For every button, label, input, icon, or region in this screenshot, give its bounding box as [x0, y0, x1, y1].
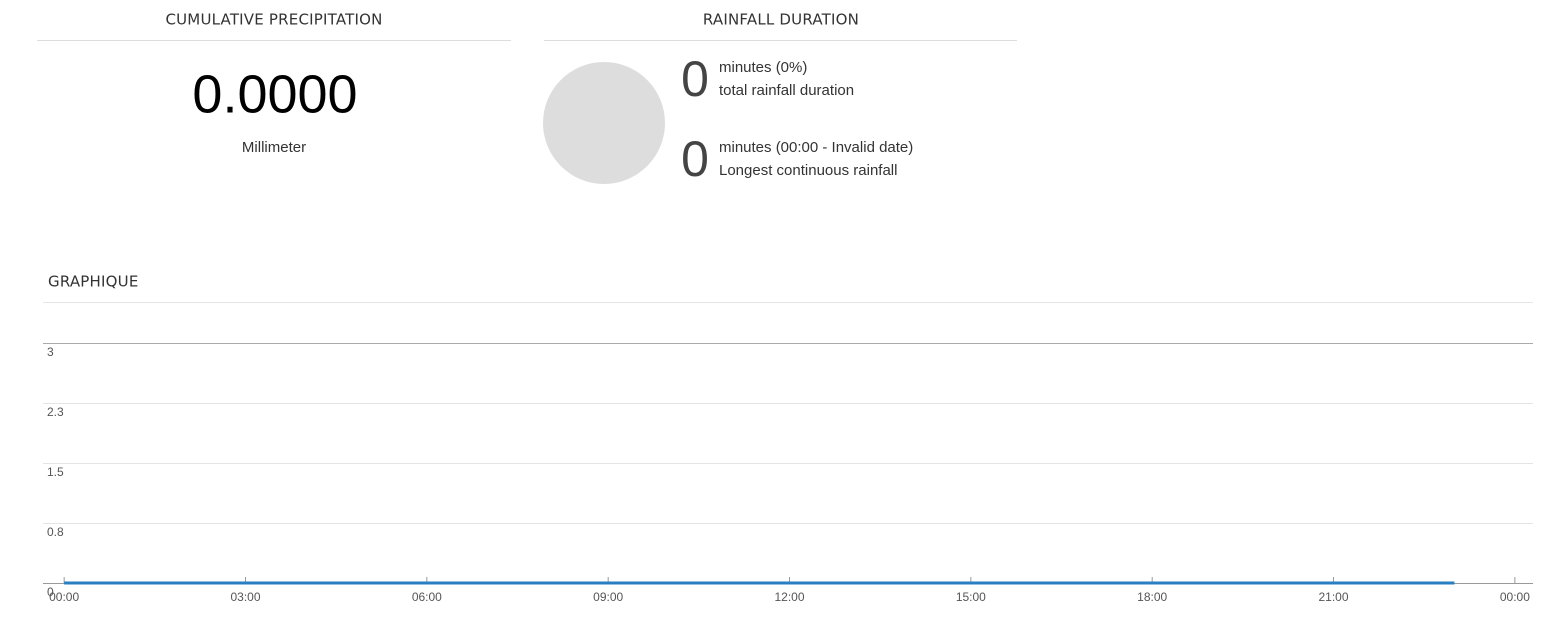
y-tick-label: 3 — [47, 345, 54, 359]
duration-label: Longest continuous rainfall — [719, 162, 897, 179]
x-tick-label: 06:00 — [412, 590, 442, 604]
panel-title: CUMULATIVE PRECIPITATION — [165, 11, 382, 29]
x-tick-label: 18:00 — [1137, 590, 1167, 604]
panel-title: RAINFALL DURATION — [703, 11, 859, 29]
duration-text: minutes (0%) — [719, 59, 807, 76]
x-tick-label: 03:00 — [230, 590, 260, 604]
y-tick-label: 0 — [47, 585, 54, 599]
x-tick-label: 00:00 — [1500, 590, 1530, 604]
precipitation-value: 0.0000 — [192, 64, 357, 124]
duration-value: 0 — [681, 51, 709, 107]
duration-label: total rainfall duration — [719, 82, 854, 99]
chart-title: GRAPHIQUE — [48, 273, 139, 291]
x-tick-label: 12:00 — [774, 590, 804, 604]
x-tick-label: 00:00 — [49, 590, 79, 604]
x-tick-label: 09:00 — [593, 590, 623, 604]
x-tick-label: 15:00 — [956, 590, 986, 604]
duration-value: 0 — [681, 131, 709, 187]
duration-text: minutes (00:00 - Invalid date) — [719, 139, 913, 156]
y-tick-label: 0.8 — [47, 525, 64, 539]
unit-label: Millimeter — [242, 139, 306, 156]
x-tick-label: 21:00 — [1319, 590, 1349, 604]
y-tick-label: 1.5 — [47, 465, 64, 479]
duration-pie — [543, 62, 665, 184]
y-tick-label: 2.3 — [47, 405, 64, 419]
